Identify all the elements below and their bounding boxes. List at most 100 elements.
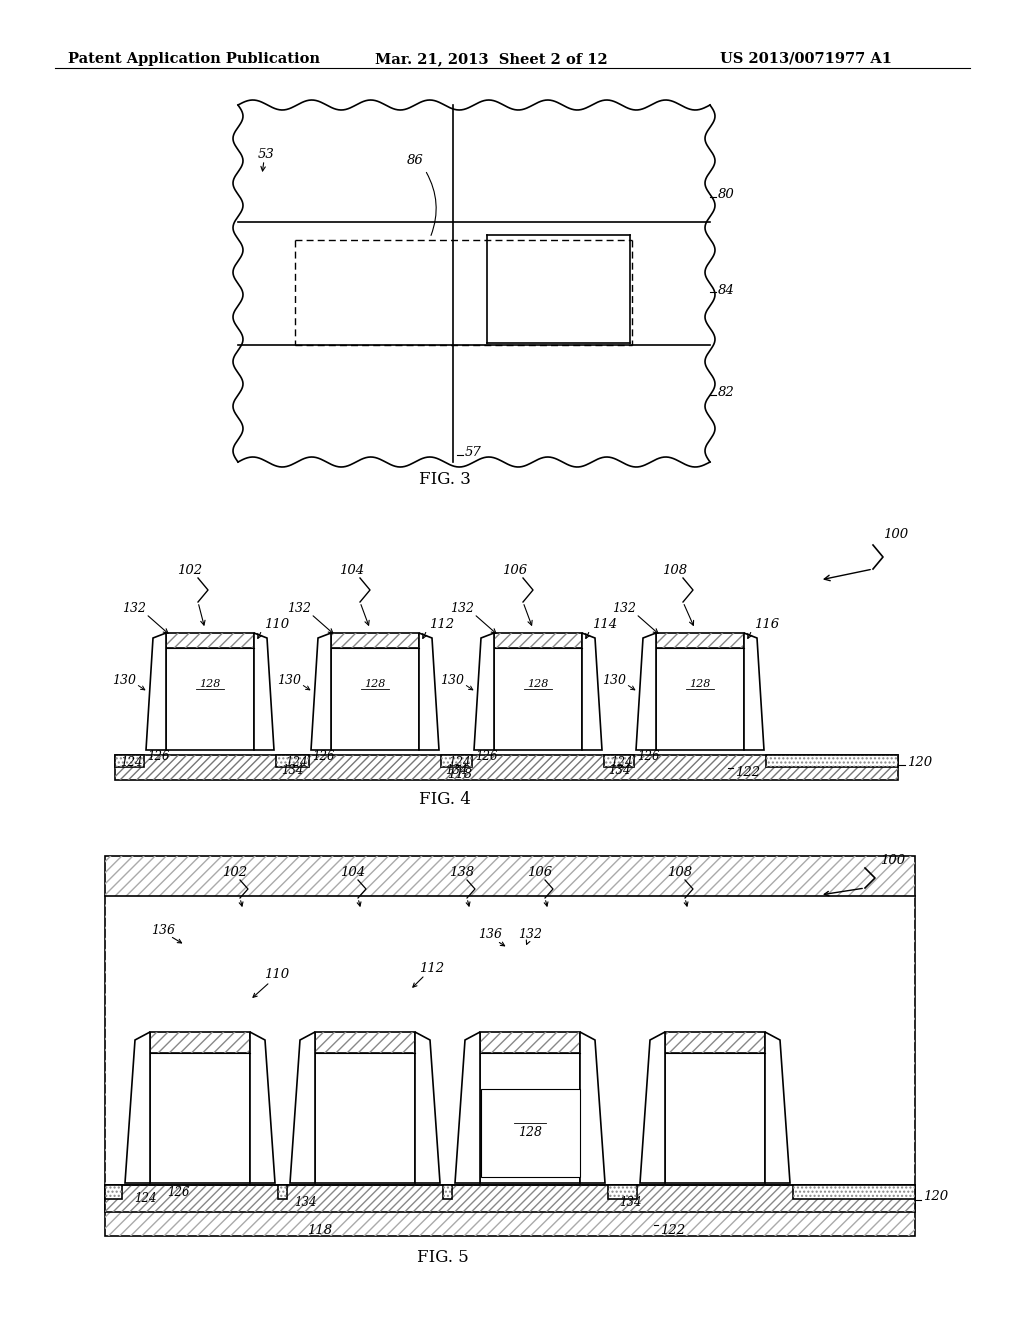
Bar — [665, 1032, 765, 1053]
Text: 82: 82 — [718, 387, 735, 400]
Text: 132: 132 — [612, 602, 636, 615]
Bar — [315, 1053, 415, 1183]
Polygon shape — [419, 634, 439, 750]
Polygon shape — [636, 634, 656, 750]
Text: FIG. 5: FIG. 5 — [417, 1250, 469, 1266]
Polygon shape — [311, 634, 331, 750]
Text: 102: 102 — [222, 866, 248, 879]
Text: 104: 104 — [340, 866, 366, 879]
Text: 102: 102 — [177, 564, 203, 577]
Bar — [105, 855, 915, 1236]
Bar — [656, 648, 744, 750]
Text: 132: 132 — [122, 602, 146, 615]
Bar — [480, 1032, 580, 1053]
Bar — [105, 1185, 122, 1199]
Text: 106: 106 — [527, 866, 553, 879]
Bar — [494, 634, 582, 648]
Bar — [315, 1032, 415, 1053]
Bar — [793, 1185, 915, 1199]
Bar — [115, 755, 144, 767]
Bar — [150, 1053, 250, 1183]
Text: 138: 138 — [450, 866, 474, 879]
Bar — [150, 1032, 250, 1053]
Polygon shape — [455, 1032, 480, 1183]
Text: 126: 126 — [311, 751, 334, 763]
Bar — [441, 755, 472, 767]
Polygon shape — [415, 1032, 440, 1183]
Text: 130: 130 — [440, 673, 464, 686]
Text: 120: 120 — [923, 1191, 948, 1204]
Polygon shape — [125, 1032, 150, 1183]
Text: 80: 80 — [718, 189, 735, 202]
Text: 134: 134 — [294, 1196, 316, 1209]
Bar — [331, 634, 419, 648]
Bar — [278, 1185, 287, 1199]
Text: 126: 126 — [167, 1187, 189, 1200]
Polygon shape — [580, 1032, 605, 1183]
Text: FIG. 4: FIG. 4 — [419, 792, 471, 808]
Text: 130: 130 — [602, 673, 626, 686]
Text: 124: 124 — [609, 755, 632, 768]
Bar — [115, 755, 144, 767]
Bar — [766, 755, 898, 767]
Bar — [604, 755, 634, 767]
Text: 124: 124 — [447, 755, 470, 768]
Text: 116: 116 — [754, 618, 779, 631]
Text: FIG. 3: FIG. 3 — [419, 471, 471, 488]
Text: 104: 104 — [339, 564, 365, 577]
Polygon shape — [640, 1032, 665, 1183]
Text: 122: 122 — [735, 767, 760, 780]
Text: 132: 132 — [518, 928, 542, 941]
Text: 128: 128 — [689, 678, 711, 689]
Bar — [315, 1032, 415, 1053]
Bar — [105, 1185, 915, 1212]
Text: 130: 130 — [278, 673, 301, 686]
Text: 132: 132 — [450, 602, 474, 615]
Text: 134: 134 — [281, 764, 303, 777]
Polygon shape — [254, 634, 274, 750]
Bar — [480, 1032, 580, 1053]
Bar — [276, 755, 309, 767]
Text: 108: 108 — [663, 564, 687, 577]
Text: 118: 118 — [307, 1224, 333, 1237]
Polygon shape — [744, 634, 764, 750]
Text: 132: 132 — [287, 602, 311, 615]
Text: 100: 100 — [880, 854, 905, 866]
Text: 112: 112 — [420, 961, 444, 974]
Text: 124: 124 — [120, 755, 142, 768]
Bar — [331, 634, 419, 648]
Bar — [665, 1032, 765, 1053]
Text: 134: 134 — [618, 1196, 641, 1209]
Bar — [105, 855, 915, 1236]
Bar — [105, 1185, 122, 1199]
Text: 112: 112 — [429, 618, 454, 631]
Text: 128: 128 — [518, 1126, 542, 1139]
Text: 120: 120 — [907, 755, 932, 768]
Text: 53: 53 — [258, 149, 274, 161]
Bar — [331, 648, 419, 750]
Text: 124: 124 — [285, 755, 307, 768]
Polygon shape — [582, 634, 602, 750]
Polygon shape — [474, 634, 494, 750]
Text: 86: 86 — [407, 153, 423, 166]
Text: 106: 106 — [503, 564, 527, 577]
Bar — [166, 648, 254, 750]
Bar — [766, 755, 898, 767]
Bar — [278, 1185, 287, 1199]
Text: 118: 118 — [447, 767, 472, 780]
Text: 84: 84 — [718, 284, 735, 297]
Text: Patent Application Publication: Patent Application Publication — [68, 51, 319, 66]
Bar — [441, 755, 472, 767]
Polygon shape — [290, 1032, 315, 1183]
Bar — [665, 1053, 765, 1183]
Text: 136: 136 — [151, 924, 175, 936]
Text: 114: 114 — [592, 618, 617, 631]
Bar — [106, 896, 914, 1185]
Text: 134: 134 — [608, 764, 630, 777]
Text: 108: 108 — [668, 866, 692, 879]
Bar — [115, 755, 898, 780]
Text: 134: 134 — [444, 764, 467, 777]
Bar — [793, 1185, 915, 1199]
Text: 128: 128 — [365, 678, 386, 689]
Text: Mar. 21, 2013  Sheet 2 of 12: Mar. 21, 2013 Sheet 2 of 12 — [375, 51, 608, 66]
